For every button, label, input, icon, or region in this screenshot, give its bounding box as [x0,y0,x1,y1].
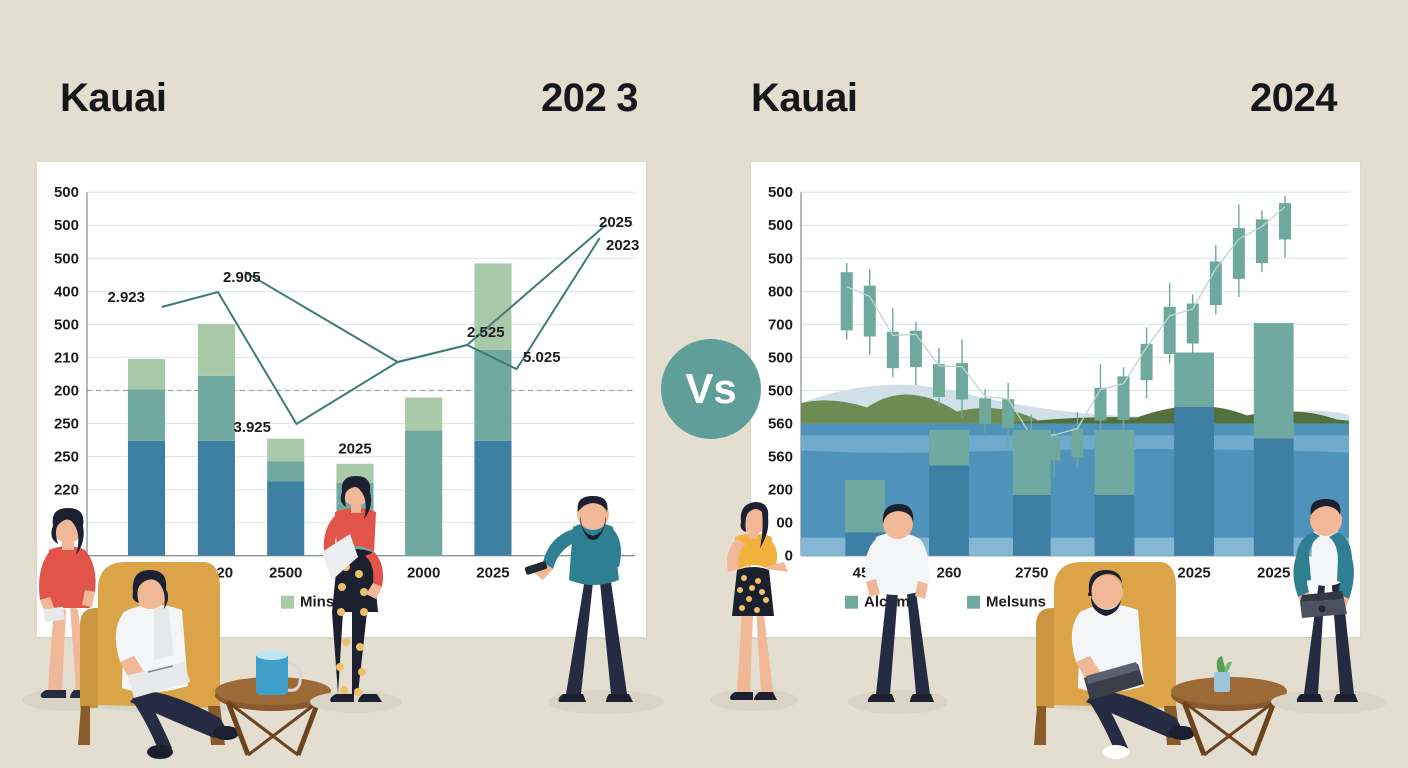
svg-text:500: 500 [768,250,793,267]
svg-text:200: 200 [54,382,79,399]
svg-text:2.525: 2.525 [467,324,505,341]
svg-text:210: 210 [54,349,79,366]
svg-text:250: 250 [54,416,79,433]
svg-text:500: 500 [54,184,79,201]
svg-text:500: 500 [54,217,79,234]
svg-text:500: 500 [54,316,79,333]
svg-text:2025: 2025 [599,214,632,231]
svg-text:5.025: 5.025 [523,349,561,366]
svg-text:2.923: 2.923 [107,289,145,306]
svg-text:400: 400 [54,283,79,300]
svg-text:2023: 2023 [606,237,639,254]
svg-text:500: 500 [768,382,793,399]
svg-text:800: 800 [768,283,793,300]
svg-text:500: 500 [768,217,793,234]
svg-text:700: 700 [768,316,793,333]
svg-text:560: 560 [768,416,793,433]
svg-text:500: 500 [54,250,79,267]
svg-text:2.905: 2.905 [223,269,261,286]
svg-text:500: 500 [768,184,793,201]
svg-text:3.925: 3.925 [233,419,271,436]
svg-text:500: 500 [768,349,793,366]
